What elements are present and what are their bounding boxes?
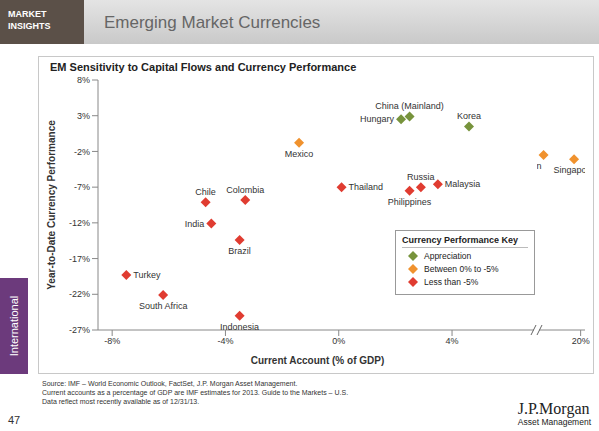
svg-text:Taiwan: Taiwan — [537, 161, 542, 171]
svg-text:8%: 8% — [77, 75, 90, 85]
svg-text:Brazil: Brazil — [228, 246, 251, 256]
svg-text:4%: 4% — [446, 336, 459, 346]
html-text:Current accounts as a percenta: Current accounts as a percentage of GDP … — [42, 389, 349, 396]
svg-text:South Africa: South Africa — [139, 301, 188, 311]
html-text:J.P.Morgan: J.P.Morgan — [517, 400, 590, 417]
html-text:Between 0% to -5%: Between 0% to -5% — [424, 264, 499, 274]
html-text:Appreciation: Appreciation — [424, 251, 472, 261]
html-text:47: 47 — [8, 414, 21, 426]
html-text:Data reflect most recently ava: Data reflect most recently available as … — [42, 398, 200, 405]
svg-text:Colombia: Colombia — [226, 185, 264, 195]
svg-text:-4%: -4% — [217, 336, 233, 346]
svg-text:-22%: -22% — [69, 289, 90, 299]
svg-text:Korea: Korea — [457, 111, 481, 121]
html-text:MARKET INSIGHTS: MARKET INSIGHTS — [8, 9, 51, 31]
svg-text:India: India — [185, 219, 205, 229]
svg-text:Mexico: Mexico — [285, 149, 314, 159]
svg-text:20%: 20% — [572, 336, 590, 346]
svg-text:Year-to-Date Currency Performa: Year-to-Date Currency Performance — [46, 120, 57, 290]
svg-text:Current Account (% of GDP): Current Account (% of GDP) — [251, 355, 385, 366]
svg-text:0%: 0% — [332, 336, 345, 346]
html-text:Emerging Market Currencies: Emerging Market Currencies — [104, 13, 321, 32]
html-text:EM Sensitivity to Capital Flow: EM Sensitivity to Capital Flows and Curr… — [50, 61, 357, 73]
svg-text:Turkey: Turkey — [133, 270, 161, 280]
svg-text:Malaysia: Malaysia — [445, 179, 481, 189]
svg-text:-2%: -2% — [74, 147, 90, 157]
svg-text:Philippines: Philippines — [388, 197, 432, 207]
svg-text:3%: 3% — [77, 111, 90, 121]
svg-text:-7%: -7% — [74, 182, 90, 192]
svg-text:China (Mainland): China (Mainland) — [375, 101, 444, 111]
html-text:Source: IMF – World Economic O: Source: IMF – World Economic Outlook, Fa… — [42, 380, 298, 387]
svg-text:Indonesia: Indonesia — [220, 322, 259, 330]
svg-text:-17%: -17% — [69, 254, 90, 264]
svg-text:Chile: Chile — [195, 187, 216, 197]
svg-text:Hungary: Hungary — [360, 114, 395, 124]
svg-text:Russia: Russia — [407, 172, 435, 182]
html-text:Currency Performance Key: Currency Performance Key — [402, 235, 519, 245]
svg-text:-27%: -27% — [69, 325, 90, 335]
svg-text:-12%: -12% — [69, 218, 90, 228]
html-text:International: International — [8, 295, 20, 357]
svg-text:-8%: -8% — [104, 336, 120, 346]
html-text:Asset Management: Asset Management — [517, 417, 591, 427]
svg-text:Singapore: Singapore — [554, 165, 585, 175]
svg-text:Thailand: Thailand — [349, 182, 384, 192]
html-text:Less than -5%: Less than -5% — [424, 277, 479, 287]
